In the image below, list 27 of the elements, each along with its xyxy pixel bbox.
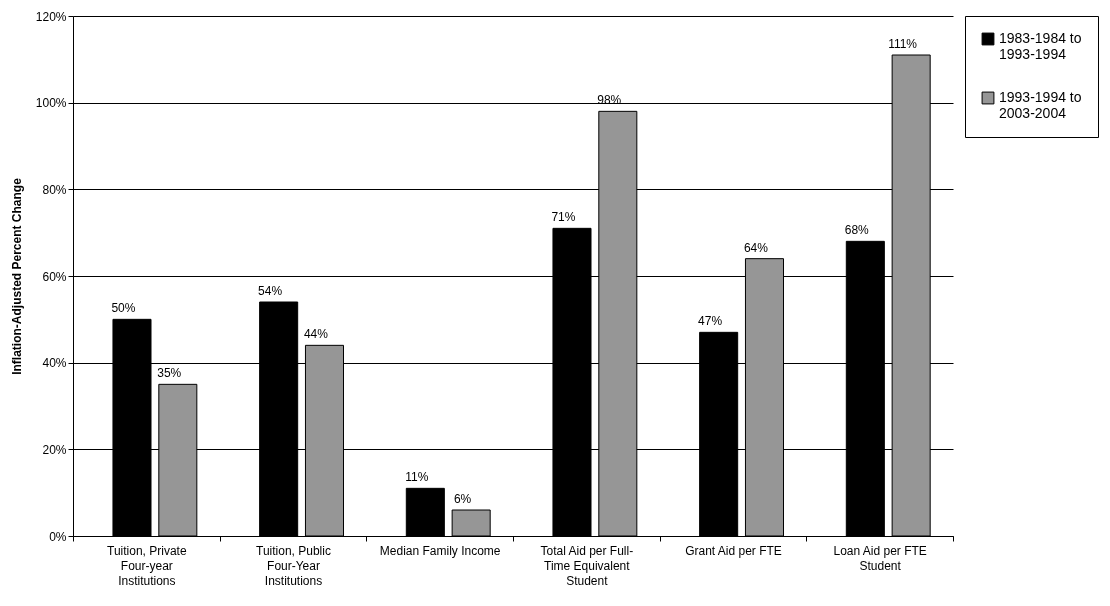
text: 35% xyxy=(157,366,182,381)
legend-label: 1983-1984 to 1993-1994 xyxy=(999,30,1082,62)
text: 54% xyxy=(258,284,283,298)
x-tick-label: Tuition, Private Four-year Institutions xyxy=(107,543,187,588)
text: 111% xyxy=(888,37,918,51)
y-tick-label: 40% xyxy=(42,356,67,371)
text: 68% xyxy=(844,223,869,238)
x-tick-label: Loan Aid per FTE Student xyxy=(833,543,927,573)
text: 44% xyxy=(303,327,328,342)
legend-label: 1993-1994 to 2003-2004 xyxy=(999,89,1082,121)
text: 64% xyxy=(743,240,768,255)
y-tick-label: 0% xyxy=(49,529,67,544)
text: 71% xyxy=(551,210,576,225)
y-axis-title: Inflation-Adjusted Percent Change xyxy=(9,177,24,375)
x-tick-label: Total Aid per Full-Time Equivalent Student xyxy=(540,543,634,588)
x-tick-label: Median Family Income xyxy=(379,543,501,558)
text: 47% xyxy=(698,314,723,329)
x-tick-label: Grant Aid per FTE xyxy=(685,543,782,558)
y-tick-label: 80% xyxy=(42,182,67,197)
text: 50% xyxy=(111,301,136,316)
x-tick-label: Tuition, Public Four-Year Institutions xyxy=(256,543,331,588)
y-tick-label: 20% xyxy=(42,442,67,457)
text: 11% xyxy=(405,470,429,485)
y-tick-label: 100% xyxy=(35,96,67,111)
text: 6% xyxy=(453,492,472,506)
y-tick-label: 120% xyxy=(35,9,67,24)
y-tick-label: 60% xyxy=(42,269,67,284)
